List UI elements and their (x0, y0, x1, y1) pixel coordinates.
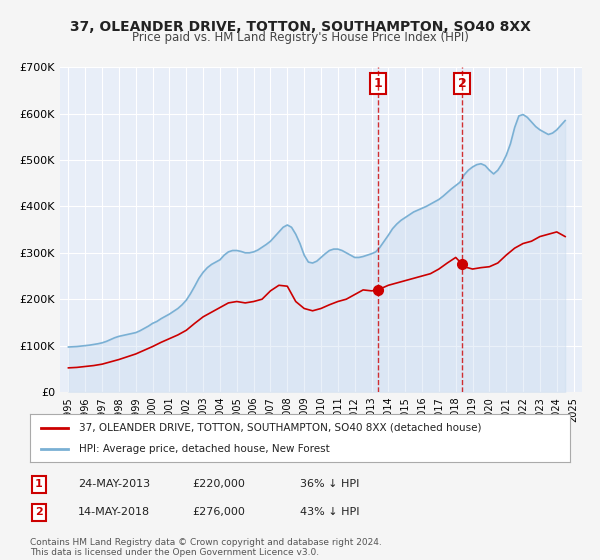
Text: £220,000: £220,000 (192, 479, 245, 489)
Text: Price paid vs. HM Land Registry's House Price Index (HPI): Price paid vs. HM Land Registry's House … (131, 31, 469, 44)
Text: 43% ↓ HPI: 43% ↓ HPI (300, 507, 359, 517)
Text: 37, OLEANDER DRIVE, TOTTON, SOUTHAMPTON, SO40 8XX: 37, OLEANDER DRIVE, TOTTON, SOUTHAMPTON,… (70, 20, 530, 34)
Text: 1: 1 (374, 77, 382, 90)
Text: £276,000: £276,000 (192, 507, 245, 517)
Text: 36% ↓ HPI: 36% ↓ HPI (300, 479, 359, 489)
Text: Contains HM Land Registry data © Crown copyright and database right 2024.
This d: Contains HM Land Registry data © Crown c… (30, 538, 382, 557)
Text: 1: 1 (35, 479, 43, 489)
Text: 2: 2 (458, 77, 466, 90)
Text: HPI: Average price, detached house, New Forest: HPI: Average price, detached house, New … (79, 444, 329, 454)
Text: 2: 2 (35, 507, 43, 517)
Text: 14-MAY-2018: 14-MAY-2018 (78, 507, 150, 517)
Text: 37, OLEANDER DRIVE, TOTTON, SOUTHAMPTON, SO40 8XX (detached house): 37, OLEANDER DRIVE, TOTTON, SOUTHAMPTON,… (79, 423, 481, 433)
Text: 24-MAY-2013: 24-MAY-2013 (78, 479, 150, 489)
